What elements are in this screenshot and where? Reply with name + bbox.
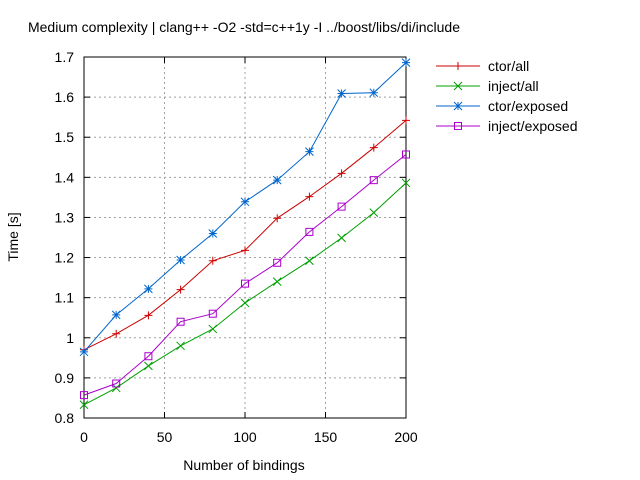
data-point — [305, 147, 314, 157]
y-tick-label: 1.2 — [55, 250, 75, 266]
x-tick-label: 50 — [157, 429, 173, 445]
data-point — [272, 175, 282, 185]
y-tick-label: 1.5 — [55, 129, 75, 145]
legend-marker — [454, 62, 462, 70]
y-tick-label: 0.8 — [55, 410, 75, 426]
data-point — [176, 317, 185, 326]
data-point — [402, 116, 410, 125]
legend-label: inject/exposed — [488, 118, 578, 134]
x-axis-title: Number of bindings — [183, 457, 304, 473]
series-group — [79, 58, 411, 410]
chart-title: Medium complexity | clang++ -O2 -std=c++… — [28, 19, 460, 35]
y-tick-label: 1.4 — [55, 169, 75, 185]
y-tick-label: 1.6 — [55, 89, 75, 105]
data-point — [401, 58, 411, 67]
legend-marker — [454, 122, 462, 130]
data-point — [79, 400, 89, 410]
data-point — [273, 214, 282, 223]
series-ctor-exposed — [79, 58, 411, 357]
data-point — [176, 341, 185, 351]
x-tick-label: 100 — [233, 429, 257, 445]
data-point — [111, 383, 121, 393]
data-point — [369, 143, 378, 152]
data-point — [144, 284, 153, 294]
data-point — [272, 277, 282, 286]
series-line — [83, 120, 407, 351]
data-point — [112, 379, 121, 388]
y-tick-label: 0.9 — [55, 370, 75, 386]
data-point — [401, 178, 411, 188]
legend-item: ctor/exposed — [436, 98, 568, 114]
x-axis-ticks: 0 50 100 150 200 — [80, 57, 418, 445]
data-point — [241, 279, 249, 288]
data-point — [240, 298, 250, 308]
data-point — [208, 324, 218, 334]
legend-label: inject/all — [488, 78, 539, 94]
x-tick-label: 150 — [314, 429, 338, 445]
x-tick-label: 0 — [80, 429, 88, 445]
legend-marker — [453, 101, 463, 111]
data-point — [144, 352, 153, 361]
data-point — [144, 311, 153, 320]
data-point — [208, 256, 217, 265]
data-point — [112, 329, 121, 338]
data-point — [208, 229, 218, 238]
legend-label: ctor/all — [488, 58, 529, 74]
legend-marker — [453, 81, 463, 91]
legend-item: inject/all — [436, 78, 539, 94]
x-tick-label: 200 — [394, 429, 418, 445]
data-point — [111, 310, 121, 320]
data-point — [208, 309, 217, 318]
data-point — [305, 192, 314, 201]
legend-label: ctor/exposed — [488, 98, 568, 114]
data-point — [337, 89, 346, 98]
data-point — [369, 176, 378, 185]
data-point — [369, 88, 379, 98]
legend-item: inject/exposed — [436, 118, 578, 134]
series-inject-exposed — [80, 150, 410, 400]
data-point — [241, 246, 249, 255]
y-tick-label: 1 — [66, 330, 74, 346]
y-tick-label: 1.3 — [55, 209, 75, 225]
legend: ctor/all inject/all ctor/exposed inject/exp… — [436, 58, 578, 134]
data-point — [337, 202, 346, 211]
data-point — [305, 256, 314, 266]
data-point — [79, 347, 89, 357]
y-tick-label: 1.7 — [55, 49, 75, 65]
data-point — [337, 169, 346, 178]
data-point — [273, 258, 282, 267]
y-axis-ticks: 0.8 0.9 1 1.1 1.2 1.3 1.4 1.5 1.6 1.7 — [55, 49, 406, 426]
series-inject-all — [79, 178, 411, 410]
data-point — [144, 361, 153, 371]
legend-item: ctor/all — [436, 58, 529, 74]
y-axis-title: Time [s] — [5, 212, 21, 261]
data-point — [80, 391, 88, 400]
series-line — [83, 154, 407, 396]
data-point — [176, 285, 185, 294]
data-point — [369, 208, 379, 217]
y-tick-label: 1.1 — [55, 290, 75, 306]
data-point — [305, 227, 314, 236]
grid — [83, 56, 407, 419]
data-point — [240, 197, 250, 207]
data-point — [337, 233, 346, 243]
data-point — [176, 255, 185, 265]
data-point — [402, 150, 410, 159]
